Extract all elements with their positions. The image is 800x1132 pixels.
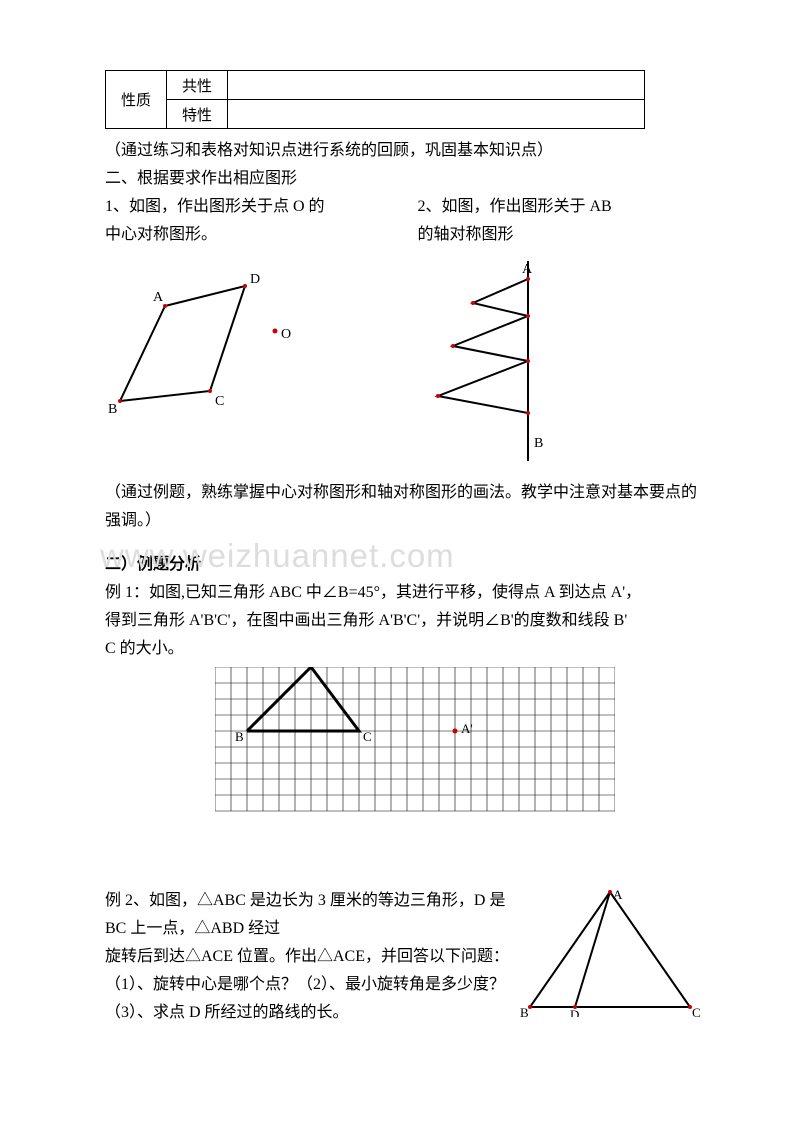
section-heading: 二、根据要求作出相应图形 bbox=[105, 165, 700, 193]
table-row2-value bbox=[228, 100, 645, 129]
ex1-line1: 例 1：如图,已知三角形 ABC 中∠B=45°，其进行平移，使得点 A 到达点… bbox=[105, 579, 700, 607]
svg-text:D: D bbox=[250, 272, 260, 287]
svg-text:B: B bbox=[520, 1005, 529, 1017]
table-row1-value bbox=[228, 71, 645, 100]
ex2-line2: 旋转后到达△ACE 位置。作出△ACE，并回答以下问题： bbox=[105, 943, 510, 971]
svg-text:B: B bbox=[534, 436, 543, 451]
ex1-line2: 得到三角形 A'B'C'，在图中画出三角形 A'B'C'，并说明∠B'的度数和线… bbox=[105, 607, 700, 635]
svg-text:A: A bbox=[522, 262, 533, 277]
table-rowhead: 性质 bbox=[106, 71, 167, 129]
table-row1-label: 共性 bbox=[167, 71, 228, 100]
figure-grid-triangle: A B C A' bbox=[215, 667, 615, 817]
table-caption: （通过练习和表格对知识点进行系统的回顾，巩固基本知识点） bbox=[105, 137, 700, 165]
svg-text:O: O bbox=[281, 327, 291, 342]
q1-line2: 中心对称图形。 bbox=[105, 221, 388, 249]
figure-quadrilateral: A D O B C bbox=[105, 261, 335, 431]
table-row2-label: 特性 bbox=[167, 100, 228, 129]
note-line: （通过例题，熟练掌握中心对称图形和轴对称图形的画法。教学中注意对基本要点的强调。… bbox=[105, 479, 700, 535]
ex1-line3: C 的大小。 bbox=[105, 635, 700, 663]
svg-text:A: A bbox=[613, 887, 623, 902]
svg-text:D: D bbox=[570, 1007, 579, 1017]
svg-text:A: A bbox=[153, 290, 164, 305]
ex2-line4: （3）、求点 D 所经过的路线的长。 bbox=[105, 999, 510, 1027]
properties-table: 性质 共性 特性 bbox=[105, 70, 645, 129]
q1-line1: 1、如图，作出图形关于点 O 的 bbox=[105, 193, 388, 221]
q2-line2: 的轴对称图形 bbox=[418, 221, 701, 249]
svg-text:B: B bbox=[108, 402, 117, 417]
ex2-line1: 例 2、如图，△ABC 是边长为 3 厘米的等边三角形，D 是 BC 上一点，△… bbox=[105, 887, 510, 943]
svg-text:C: C bbox=[215, 394, 224, 409]
svg-text:C: C bbox=[692, 1005, 700, 1017]
examples-heading: 二）例题分析 bbox=[105, 551, 700, 579]
ex2-line3: （1）、旋转中心是哪个点？（2）、最小旋转角是多少度？ bbox=[105, 971, 510, 999]
q2-line1: 2、如图，作出图形关于 AB bbox=[418, 193, 701, 221]
figure-equilateral: A B C D bbox=[520, 887, 700, 1017]
svg-text:C: C bbox=[363, 729, 372, 744]
svg-text:A': A' bbox=[461, 721, 473, 736]
figure-axis-tree: A B bbox=[418, 261, 598, 461]
svg-text:B: B bbox=[235, 729, 244, 744]
